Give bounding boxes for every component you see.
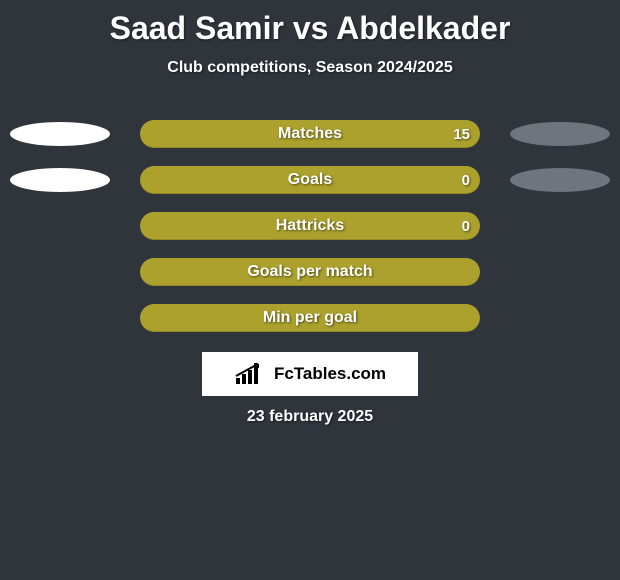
source-badge-text: FcTables.com xyxy=(274,364,386,384)
source-badge: FcTables.com xyxy=(202,352,418,396)
stat-value: 15 xyxy=(453,126,470,143)
date-label: 23 february 2025 xyxy=(0,408,620,426)
stat-bar: Hattricks 0 xyxy=(140,212,480,240)
bars-arrow-icon xyxy=(234,362,268,386)
stat-row: Matches 15 xyxy=(0,120,620,148)
subtitle: Club competitions, Season 2024/2025 xyxy=(0,59,620,77)
stat-label: Min per goal xyxy=(263,309,357,327)
stat-value: 0 xyxy=(462,218,470,235)
stat-label: Goals xyxy=(288,171,332,189)
page-title: Saad Samir vs Abdelkader xyxy=(0,0,620,47)
stat-row: Min per goal xyxy=(0,304,620,332)
stat-label: Goals per match xyxy=(247,263,372,281)
player-left-marker xyxy=(10,168,110,192)
stats-list: Matches 15 Goals 0 Hattricks 0 Goals per match… xyxy=(0,120,620,332)
stat-value: 0 xyxy=(462,172,470,189)
stat-label: Hattricks xyxy=(276,217,344,235)
stat-bar: Goals per match xyxy=(140,258,480,286)
stat-bar: Goals 0 xyxy=(140,166,480,194)
stat-bar: Min per goal xyxy=(140,304,480,332)
stat-row: Goals per match xyxy=(0,258,620,286)
player-left-marker xyxy=(10,122,110,146)
player-right-marker xyxy=(510,122,610,146)
stat-row: Goals 0 xyxy=(0,166,620,194)
stat-row: Hattricks 0 xyxy=(0,212,620,240)
stat-label: Matches xyxy=(278,125,342,143)
player-right-marker xyxy=(510,168,610,192)
comparison-infographic: Saad Samir vs Abdelkader Club competitio… xyxy=(0,0,620,580)
stat-bar: Matches 15 xyxy=(140,120,480,148)
